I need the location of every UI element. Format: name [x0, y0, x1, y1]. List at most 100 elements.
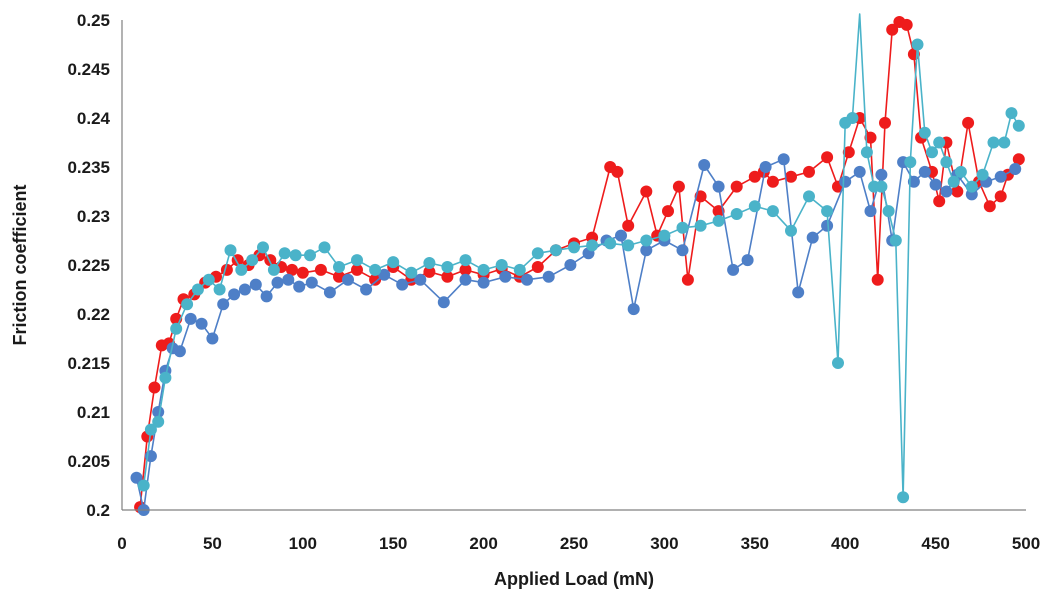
data-point — [954, 165, 967, 178]
data-point — [900, 18, 913, 31]
series-line — [142, 13, 1020, 499]
x-tick-label: 350 — [741, 534, 769, 553]
data-point — [730, 180, 743, 193]
series-1 — [134, 16, 1025, 514]
x-tick-label: 500 — [1012, 534, 1040, 553]
data-point — [727, 263, 740, 276]
data-point — [741, 254, 754, 267]
data-point — [217, 298, 230, 311]
x-tick-label: 0 — [117, 534, 126, 553]
data-point — [477, 263, 490, 276]
data-point — [806, 231, 819, 244]
data-point — [897, 491, 910, 504]
data-point — [712, 214, 725, 227]
data-point — [889, 234, 902, 247]
data-point — [622, 239, 635, 252]
y-tick-label: 0.24 — [77, 109, 111, 128]
data-point — [886, 23, 899, 36]
data-point — [672, 180, 685, 193]
data-point — [766, 205, 779, 218]
data-point — [531, 261, 544, 273]
data-point — [777, 153, 790, 166]
data-point — [130, 471, 143, 484]
data-point — [495, 259, 508, 271]
data-point — [170, 322, 183, 335]
data-point — [803, 165, 815, 178]
data-point — [918, 165, 931, 178]
x-tick-label: 300 — [650, 534, 678, 553]
data-point — [879, 116, 891, 129]
x-axis-title: Applied Load (mN) — [494, 569, 654, 589]
data-point — [441, 270, 454, 283]
data-point — [521, 273, 533, 286]
data-point — [148, 381, 161, 394]
data-point — [882, 205, 895, 218]
series-3 — [137, 13, 1025, 504]
data-point — [965, 180, 978, 193]
data-point — [864, 205, 877, 218]
data-point — [803, 190, 815, 203]
data-point — [940, 185, 953, 198]
data-point — [459, 273, 472, 286]
data-point — [640, 185, 653, 198]
data-point — [305, 276, 318, 289]
data-point — [564, 259, 577, 271]
data-point — [246, 254, 259, 267]
data-point — [676, 244, 689, 257]
data-point — [342, 273, 354, 286]
data-point — [333, 270, 345, 283]
data-point — [323, 286, 336, 299]
data-point — [144, 423, 157, 436]
data-point — [918, 126, 931, 139]
data-point — [586, 239, 599, 252]
data-point — [296, 266, 309, 279]
y-tick-label: 0.25 — [77, 11, 110, 30]
data-point — [333, 261, 345, 273]
data-point — [947, 175, 960, 188]
data-point — [351, 263, 363, 276]
data-point — [318, 241, 331, 254]
y-ticks: 0.2 0.205 0.21 0.215 0.22 0.225 0.23 0.235 0.24 0… — [67, 11, 110, 520]
y-tick-label: 0.205 — [67, 452, 110, 471]
data-point — [152, 415, 165, 428]
y-tick-label: 0.2 — [86, 501, 110, 520]
data-point — [759, 161, 772, 173]
data-point — [615, 229, 627, 242]
data-point — [681, 273, 694, 286]
data-point — [962, 116, 975, 129]
y-tick-label: 0.215 — [67, 354, 110, 373]
data-point — [531, 247, 544, 260]
data-point — [159, 371, 172, 384]
data-point — [213, 283, 226, 296]
data-point — [441, 261, 454, 273]
data-point — [911, 38, 924, 51]
data-point — [195, 317, 208, 330]
x-tick-label: 200 — [469, 534, 497, 553]
data-point — [926, 146, 938, 159]
data-point — [314, 263, 327, 276]
data-point — [698, 159, 711, 171]
data-point — [987, 136, 1000, 149]
data-point — [622, 219, 635, 232]
data-point — [477, 276, 490, 289]
y-tick-label: 0.245 — [67, 60, 110, 79]
y-tick-label: 0.23 — [77, 207, 110, 226]
x-tick-label: 150 — [379, 534, 407, 553]
data-point — [206, 332, 219, 345]
data-point — [351, 254, 363, 267]
data-point — [627, 303, 640, 316]
data-point — [940, 156, 953, 169]
data-point — [228, 288, 241, 301]
data-point — [785, 170, 797, 183]
data-point — [730, 208, 743, 220]
data-point — [423, 257, 436, 269]
data-point — [184, 312, 197, 325]
data-point — [235, 263, 248, 276]
y-tick-label: 0.22 — [77, 305, 110, 324]
data-point — [542, 270, 555, 283]
data-point — [658, 229, 671, 242]
data-point — [257, 241, 269, 254]
data-point — [933, 195, 946, 208]
data-point — [998, 136, 1011, 149]
data-point — [568, 241, 580, 254]
